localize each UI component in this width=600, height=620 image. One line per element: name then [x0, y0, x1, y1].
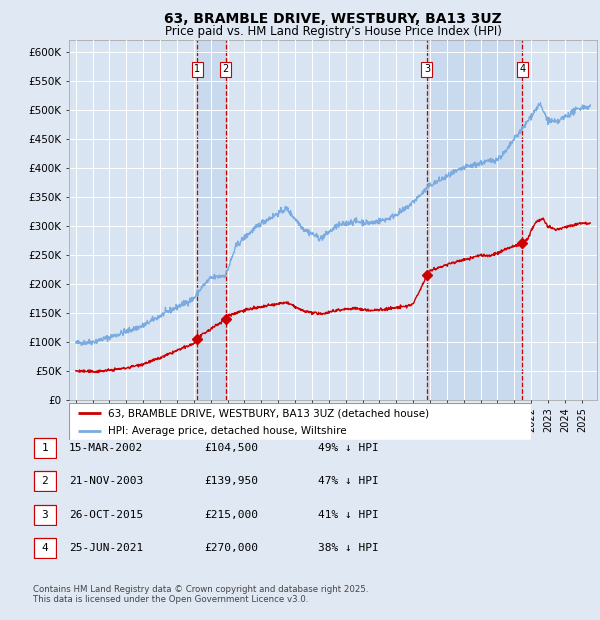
Text: 25-JUN-2021: 25-JUN-2021: [69, 543, 143, 553]
Text: 3: 3: [424, 64, 430, 74]
FancyBboxPatch shape: [34, 505, 56, 525]
Text: Price paid vs. HM Land Registry's House Price Index (HPI): Price paid vs. HM Land Registry's House …: [164, 25, 502, 38]
Text: HPI: Average price, detached house, Wiltshire: HPI: Average price, detached house, Wilt…: [108, 426, 347, 436]
Text: £270,000: £270,000: [204, 543, 258, 553]
Text: £215,000: £215,000: [204, 510, 258, 520]
Text: 4: 4: [520, 64, 526, 74]
Text: Contains HM Land Registry data © Crown copyright and database right 2025.
This d: Contains HM Land Registry data © Crown c…: [33, 585, 368, 604]
FancyBboxPatch shape: [69, 403, 531, 440]
Text: 3: 3: [41, 510, 49, 520]
Text: 41% ↓ HPI: 41% ↓ HPI: [318, 510, 379, 520]
Text: 38% ↓ HPI: 38% ↓ HPI: [318, 543, 379, 553]
FancyBboxPatch shape: [34, 471, 56, 491]
Text: 63, BRAMBLE DRIVE, WESTBURY, BA13 3UZ (detached house): 63, BRAMBLE DRIVE, WESTBURY, BA13 3UZ (d…: [108, 409, 430, 419]
FancyBboxPatch shape: [34, 538, 56, 558]
Text: 2: 2: [223, 64, 229, 74]
Text: 63, BRAMBLE DRIVE, WESTBURY, BA13 3UZ: 63, BRAMBLE DRIVE, WESTBURY, BA13 3UZ: [164, 12, 502, 27]
Text: £104,500: £104,500: [204, 443, 258, 453]
Text: 1: 1: [194, 64, 200, 74]
Text: 49% ↓ HPI: 49% ↓ HPI: [318, 443, 379, 453]
Text: 4: 4: [41, 543, 49, 553]
Text: £139,950: £139,950: [204, 476, 258, 486]
Text: 15-MAR-2002: 15-MAR-2002: [69, 443, 143, 453]
Text: 1: 1: [41, 443, 49, 453]
Text: 2: 2: [41, 476, 49, 486]
Bar: [427, 40, 523, 400]
Bar: [197, 40, 226, 400]
FancyBboxPatch shape: [34, 438, 56, 458]
Text: 21-NOV-2003: 21-NOV-2003: [69, 476, 143, 486]
Text: 26-OCT-2015: 26-OCT-2015: [69, 510, 143, 520]
Text: 47% ↓ HPI: 47% ↓ HPI: [318, 476, 379, 486]
